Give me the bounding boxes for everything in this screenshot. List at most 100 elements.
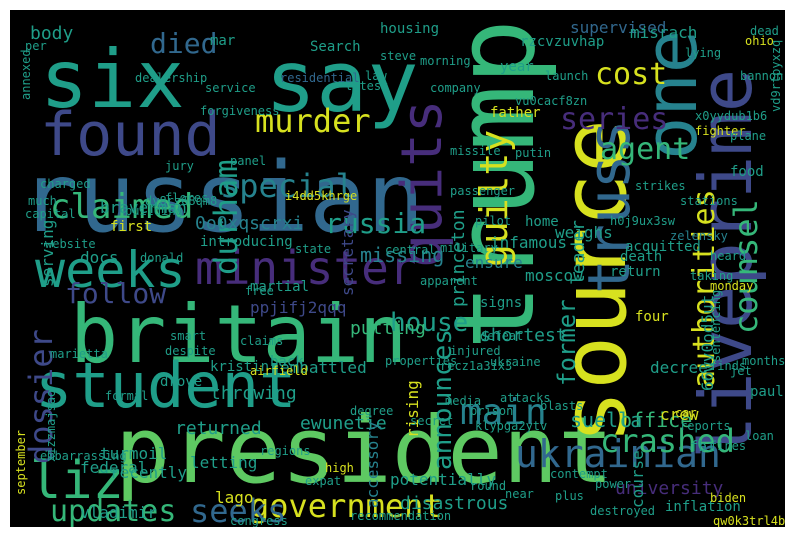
- word-house: house: [390, 308, 469, 338]
- word-death: death: [620, 249, 663, 265]
- word-state: state: [295, 242, 332, 256]
- word-say: say: [265, 33, 419, 132]
- word-course: course: [628, 449, 647, 508]
- word-degree: degree: [350, 404, 394, 418]
- word-infamous: infamous: [490, 233, 568, 252]
- word-follow: follow: [65, 277, 167, 310]
- word-federal: federal: [80, 458, 148, 477]
- word-despite: despite: [165, 344, 216, 358]
- word-seeks: seeks: [190, 492, 287, 527]
- word-months: months: [742, 354, 785, 368]
- word-charged: charged: [40, 177, 91, 191]
- word-round: round: [470, 479, 507, 493]
- word-dead: dead: [750, 24, 779, 38]
- word-fines: fines: [710, 439, 747, 453]
- word-plane: plane: [730, 129, 767, 143]
- word-drove: drove: [160, 374, 203, 390]
- word-russia: russia: [325, 207, 427, 240]
- word-mar: mar: [210, 33, 236, 49]
- word-missing: missing: [360, 243, 445, 267]
- word-throwing: throwing: [210, 383, 297, 404]
- word-x0yydub1b6: x0yydub1b6: [695, 109, 768, 123]
- word-decree: decree: [650, 358, 708, 377]
- word-potentially: potentially: [390, 470, 496, 489]
- word-russian: russian: [20, 142, 425, 254]
- word-per: per: [25, 39, 47, 53]
- word-ppjifj2qqq: ppjifj2qqq: [250, 298, 347, 317]
- word-taking: taking: [690, 269, 734, 283]
- word-i4dd5khrge: i4dd5khrge: [285, 189, 358, 203]
- word-office: office: [620, 408, 693, 432]
- word-six: six: [40, 33, 185, 126]
- word-panel: panel: [230, 154, 267, 168]
- word-home: home: [525, 214, 559, 230]
- word-annexed: annexed: [19, 49, 33, 101]
- word-four: four: [635, 309, 669, 325]
- word-vd9rtpyxzq: vd9rtpyxzq: [769, 39, 783, 112]
- word-congress: congress: [230, 514, 288, 527]
- word-missile: missile: [450, 144, 501, 158]
- word-formal: formal: [105, 389, 149, 403]
- word-airfield: airfield: [250, 364, 308, 378]
- word-forgiveness: forgiveness: [200, 104, 280, 118]
- word-service: service: [205, 81, 256, 95]
- word-lago: lago: [215, 488, 254, 507]
- word-central: central: [385, 243, 436, 257]
- word-recz1a3ix3: recz1a3ix3: [440, 359, 513, 373]
- word-crew: crew: [660, 405, 699, 424]
- word-docs: docs: [80, 248, 119, 267]
- word-dy8rz68qm8: dy8rz68qm8: [145, 194, 218, 208]
- word-letting: letting: [190, 453, 258, 472]
- word-britain: britain: [70, 288, 408, 381]
- word-housing: housing: [380, 21, 440, 37]
- word-weighs: weighs: [555, 223, 613, 242]
- word-blasts: blasts: [540, 399, 584, 413]
- word-high: high: [325, 461, 354, 475]
- word-media: media: [445, 394, 482, 408]
- word-reports: reports: [680, 419, 731, 433]
- word-launch: launch: [545, 69, 589, 83]
- word-search: Search: [310, 39, 361, 55]
- word-series: series: [560, 102, 669, 137]
- word-september: september: [14, 429, 28, 495]
- word-destroyed: destroyed: [590, 504, 656, 518]
- word-expat: expat: [305, 474, 342, 488]
- word-main: main: [460, 392, 547, 433]
- word-recommendation: recommendation: [350, 509, 452, 523]
- word-jury: jury: [165, 159, 194, 173]
- word-regions: regions: [260, 444, 311, 458]
- word-claimed: claimed: [50, 187, 194, 227]
- word-secretary: secretary: [338, 209, 357, 297]
- word-moscow: moscow: [525, 266, 583, 285]
- word-zelensky: zelensky: [670, 229, 728, 243]
- word-father: father: [490, 105, 541, 121]
- word-ensure: ensure: [465, 253, 523, 272]
- word-cost: cost: [595, 57, 668, 92]
- word-secret: secret: [410, 414, 454, 428]
- word-vu0cacf8zn: vu0cacf8zn: [515, 94, 588, 108]
- word-embarrassing: embarrassing: [40, 449, 127, 463]
- word-seen: 0o0xqscrxi: [195, 213, 304, 234]
- word-braverman: braverman: [100, 198, 187, 217]
- word-prison: prison: [470, 404, 514, 418]
- word-much: much: [28, 194, 57, 208]
- word-finds: finds: [710, 359, 747, 373]
- word-paul: paul: [750, 384, 784, 400]
- word-martial: martial: [250, 279, 310, 295]
- word-serving: serving: [38, 219, 57, 288]
- word-ukrainian: ukrainian: [515, 432, 721, 476]
- word-special: special: [220, 167, 355, 205]
- word-accessory: accessory: [363, 421, 382, 509]
- word-heard: heard: [710, 249, 747, 263]
- word-acquitted: acquitted: [625, 239, 701, 255]
- word-donald: donald: [140, 251, 184, 265]
- word-student: student: [35, 349, 297, 422]
- word-liz: liz: [30, 451, 124, 511]
- word-injured: injured: [450, 344, 501, 358]
- word-putting: putting: [350, 318, 426, 339]
- word-counsel: counsel: [727, 199, 765, 335]
- word-first: first: [110, 219, 153, 235]
- word-lying: lying: [685, 46, 722, 60]
- word-jet: jet: [730, 364, 752, 378]
- word-misrach: misrach: [630, 23, 698, 42]
